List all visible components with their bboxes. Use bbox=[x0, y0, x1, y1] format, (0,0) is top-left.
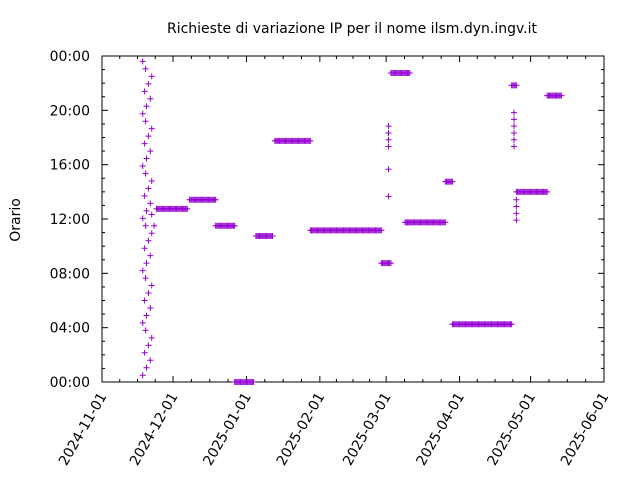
data-point bbox=[142, 65, 149, 72]
data-point bbox=[387, 260, 394, 267]
data-point bbox=[142, 327, 149, 334]
data-point bbox=[143, 364, 150, 371]
data-point bbox=[143, 312, 150, 319]
data-point bbox=[511, 143, 518, 150]
y-axis-label: Orario bbox=[8, 198, 24, 242]
data-point bbox=[142, 222, 149, 229]
data-point bbox=[145, 290, 152, 297]
data-point bbox=[513, 196, 520, 203]
data-point bbox=[378, 227, 385, 234]
data-point bbox=[449, 178, 456, 185]
data-points bbox=[139, 58, 565, 385]
data-point bbox=[385, 129, 392, 136]
data-point bbox=[508, 321, 515, 328]
plot-border bbox=[101, 55, 605, 383]
x-tick-label: 2025-03-01 bbox=[340, 390, 395, 468]
y-axis: 00:00 04:00 08:00 12:00 16:00 20:00 00:00 bbox=[50, 49, 604, 391]
y-tick-label: 08:00 bbox=[50, 266, 90, 282]
data-point bbox=[511, 129, 518, 136]
data-point bbox=[385, 143, 392, 150]
data-point bbox=[269, 232, 276, 239]
data-point bbox=[147, 200, 154, 207]
data-point bbox=[143, 155, 150, 162]
data-point bbox=[142, 170, 149, 177]
data-point bbox=[385, 136, 392, 143]
data-point bbox=[143, 207, 150, 214]
data-point bbox=[143, 260, 150, 267]
data-point bbox=[385, 166, 392, 173]
data-point bbox=[148, 230, 155, 237]
x-tick-label: 2024-12-01 bbox=[127, 390, 182, 468]
data-point bbox=[145, 80, 152, 87]
data-point bbox=[558, 92, 565, 99]
data-point bbox=[231, 222, 238, 229]
data-point bbox=[139, 110, 146, 117]
data-point bbox=[141, 349, 148, 356]
data-point bbox=[184, 205, 191, 212]
chart-title: Richieste di variazione IP per il nome i… bbox=[167, 21, 538, 37]
data-point bbox=[385, 123, 392, 130]
plot-area bbox=[101, 55, 605, 383]
data-point bbox=[139, 215, 146, 222]
y-tick-label: 00:00 bbox=[50, 49, 90, 65]
data-point bbox=[147, 148, 154, 155]
y-tick-label: 20:00 bbox=[50, 103, 90, 119]
data-point bbox=[442, 219, 449, 226]
x-axis: 2024-11-01 2024-12-01 2025-01-01 2025-02-01… bbox=[56, 56, 613, 468]
data-point bbox=[385, 193, 392, 200]
y-tick-label: 00:00 bbox=[50, 375, 90, 391]
x-tick-label: 2024-11-01 bbox=[56, 390, 111, 468]
x-tick-label: 2025-05-01 bbox=[485, 390, 540, 468]
data-point bbox=[511, 116, 518, 123]
data-point bbox=[148, 334, 155, 341]
data-point bbox=[511, 109, 518, 116]
data-point bbox=[212, 196, 219, 203]
data-point bbox=[147, 357, 154, 364]
x-tick-label: 2025-01-01 bbox=[200, 390, 255, 468]
data-point bbox=[307, 137, 314, 144]
data-point bbox=[145, 185, 152, 192]
data-point bbox=[141, 140, 148, 147]
data-point bbox=[147, 252, 154, 259]
data-point bbox=[143, 103, 150, 110]
data-point bbox=[145, 133, 152, 140]
data-point bbox=[148, 282, 155, 289]
data-point bbox=[544, 188, 551, 195]
y-tick-label: 16:00 bbox=[50, 158, 90, 174]
data-point bbox=[145, 342, 152, 349]
y-tick-label: 12:00 bbox=[50, 212, 90, 228]
data-point bbox=[141, 192, 148, 199]
data-point bbox=[141, 88, 148, 95]
data-point bbox=[406, 69, 413, 76]
data-point bbox=[139, 372, 146, 379]
data-point bbox=[151, 222, 158, 229]
data-point bbox=[139, 267, 146, 274]
x-tick-label: 2025-02-01 bbox=[274, 390, 329, 468]
data-point bbox=[139, 319, 146, 326]
data-point bbox=[148, 73, 155, 80]
data-point bbox=[139, 58, 146, 65]
data-point bbox=[142, 275, 149, 282]
data-point bbox=[139, 163, 146, 170]
data-point bbox=[141, 245, 148, 252]
data-point bbox=[511, 136, 518, 143]
data-point bbox=[145, 237, 152, 244]
data-point bbox=[142, 118, 149, 125]
x-tick-label: 2025-04-01 bbox=[413, 390, 468, 468]
data-point bbox=[148, 125, 155, 132]
data-point bbox=[513, 82, 520, 89]
data-point bbox=[513, 217, 520, 224]
data-point bbox=[511, 123, 518, 130]
data-point bbox=[147, 304, 154, 311]
x-tick-label: 2025-06-01 bbox=[558, 390, 613, 468]
data-point bbox=[513, 203, 520, 210]
data-point bbox=[148, 211, 155, 218]
data-point bbox=[250, 379, 257, 385]
data-point bbox=[147, 95, 154, 102]
data-point bbox=[513, 210, 520, 217]
data-point bbox=[148, 177, 155, 184]
data-point bbox=[141, 297, 148, 304]
y-tick-label: 04:00 bbox=[50, 321, 90, 337]
